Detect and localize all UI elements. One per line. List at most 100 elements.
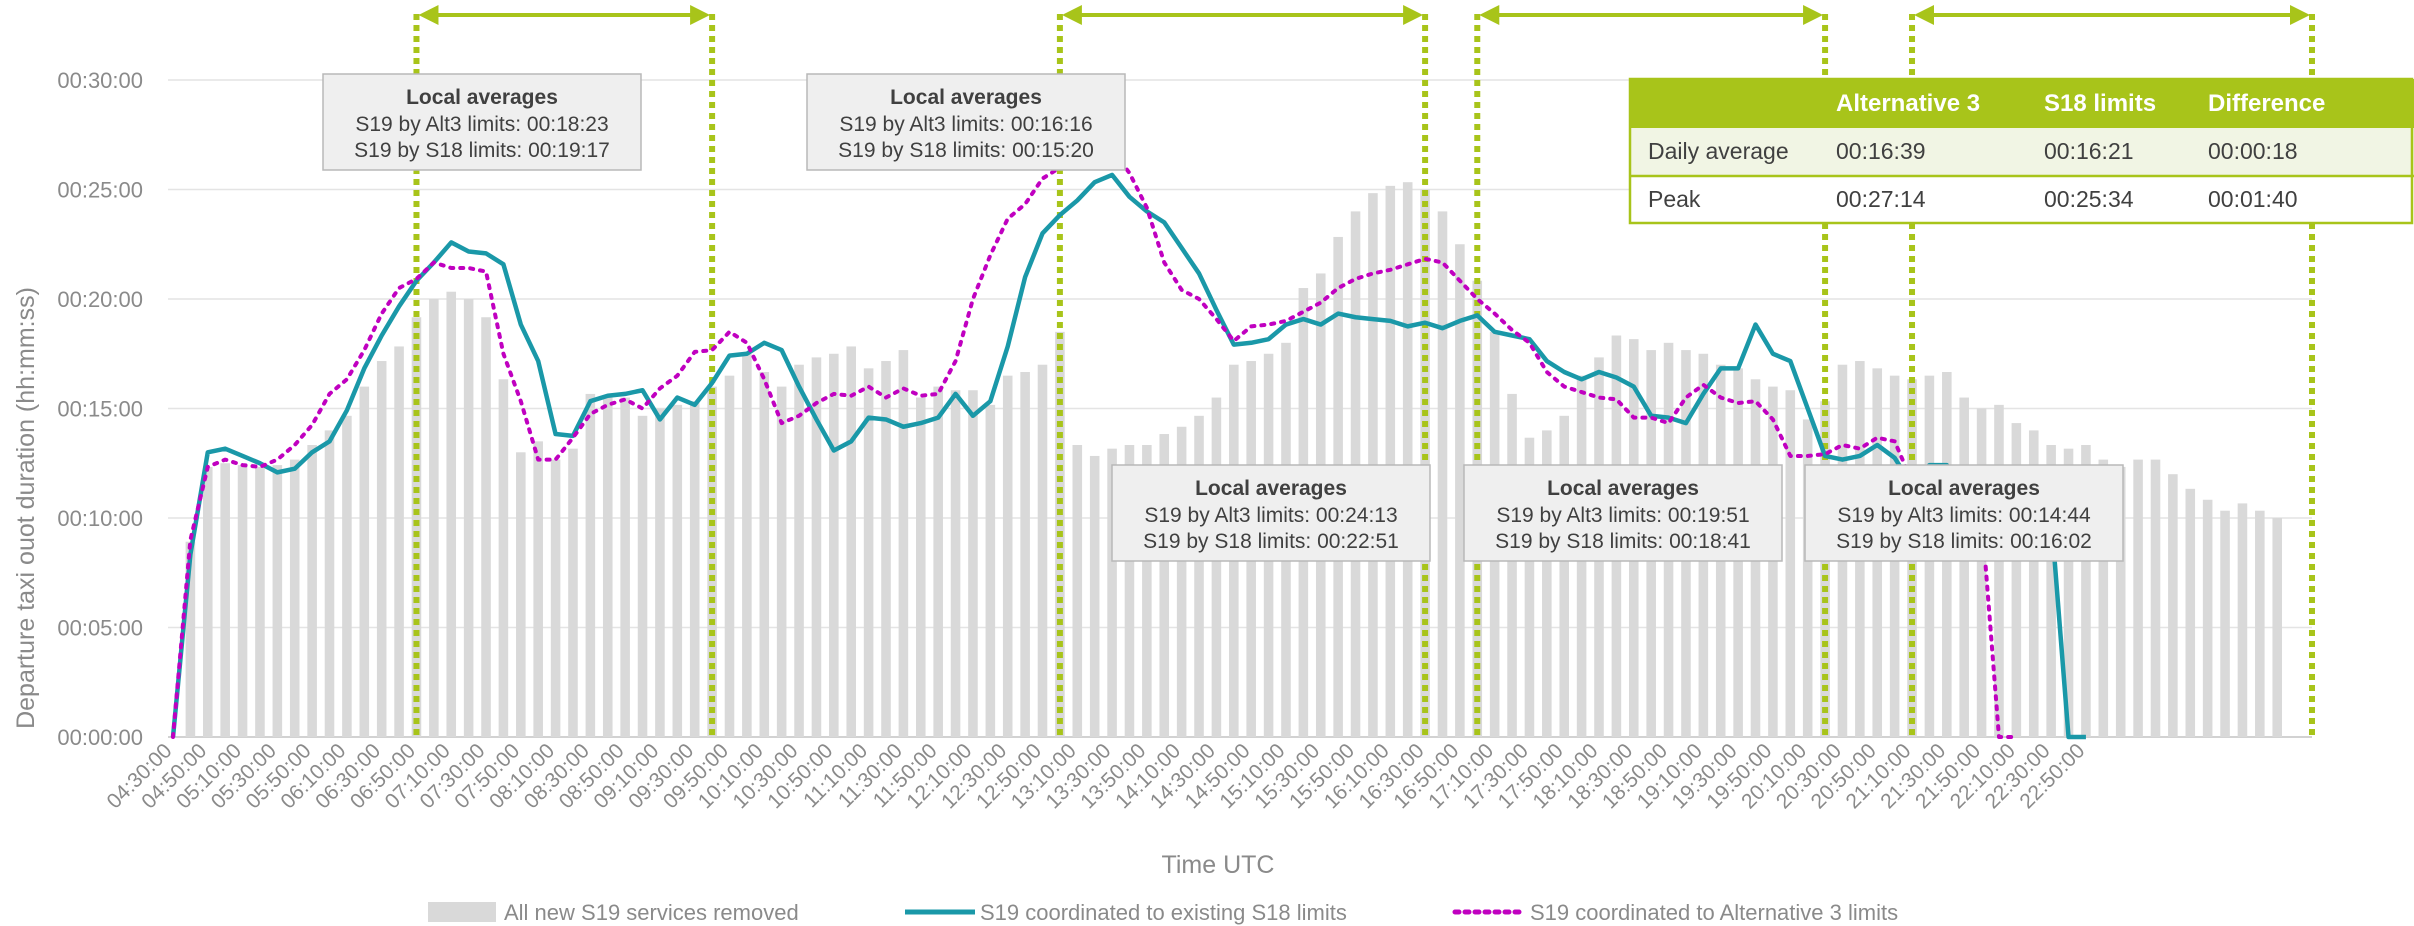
legend-label-bars: All new S19 services removed <box>504 900 799 925</box>
bar <box>985 404 996 737</box>
bar <box>759 372 770 737</box>
bar <box>933 386 943 737</box>
y-tick-label: 00:10:00 <box>57 506 143 531</box>
table-row-bg-2 <box>1630 176 2414 223</box>
local-average-line: S19 by Alt3 limits: 00:16:16 <box>839 113 1092 136</box>
bar <box>2272 518 2283 737</box>
bar <box>672 404 683 737</box>
bar <box>1159 434 1170 737</box>
bar <box>550 459 561 737</box>
legend-swatch-bars <box>428 902 496 922</box>
bar <box>881 361 891 737</box>
line-series <box>170 138 2086 740</box>
bar <box>1976 408 1987 737</box>
bar <box>585 393 596 737</box>
bar <box>2081 445 2091 737</box>
table-cell-1-1: 00:16:39 <box>1836 138 1926 164</box>
table-cell-1-3: 00:00:18 <box>2208 138 2298 164</box>
bar <box>1559 415 1570 737</box>
bar <box>568 448 578 737</box>
bar <box>2150 459 2161 737</box>
local-average-title: Local averages <box>1888 477 2040 500</box>
bar <box>898 350 909 737</box>
bar <box>2028 430 2039 737</box>
bar <box>2046 445 2056 737</box>
bar <box>2185 488 2196 737</box>
bar <box>2255 510 2265 737</box>
bar <box>724 375 735 737</box>
local-average-title: Local averages <box>406 86 558 109</box>
table-header-alt3: Alternative 3 <box>1836 90 1980 117</box>
table-row-label-1: Daily average <box>1648 138 1789 164</box>
bar <box>359 386 370 737</box>
x-axis-ticks: 04:30:0004:50:0005:10:0005:30:0005:50:00… <box>102 739 2089 813</box>
table-header-s18: S18 limits <box>2044 90 2156 117</box>
bar <box>794 364 804 737</box>
local-average-box-2 <box>1111 464 1431 562</box>
bar <box>1089 455 1100 737</box>
bar <box>272 465 283 737</box>
y-axis-title: Departure taxi ouot duration (hh:mm:ss) <box>12 287 40 729</box>
bar <box>846 346 857 737</box>
bar <box>481 317 491 737</box>
bar <box>1107 448 1117 737</box>
local-average-line: S19 by Alt3 limits: 00:14:44 <box>1837 504 2091 527</box>
bar <box>602 397 613 737</box>
y-tick-label: 00:00:00 <box>57 725 143 750</box>
legend: All new S19 services removed S19 coordin… <box>428 900 1898 925</box>
local-average-line: S19 by S18 limits: 00:15:20 <box>838 139 1094 162</box>
bar <box>2133 459 2143 737</box>
bar <box>255 466 265 737</box>
bar <box>1994 404 2004 737</box>
table-cell-2-2: 00:25:34 <box>2044 186 2134 212</box>
y-tick-label: 00:05:00 <box>57 616 143 641</box>
bar <box>220 463 230 737</box>
local-average-line: S19 by S18 limits: 00:18:41 <box>1495 530 1751 553</box>
bar <box>516 452 526 737</box>
table-border <box>1628 77 2414 225</box>
bar <box>446 291 457 737</box>
bar <box>342 415 352 737</box>
bar <box>463 299 474 737</box>
bar <box>968 390 978 737</box>
bar <box>1542 430 1552 737</box>
bar <box>707 386 717 737</box>
bar <box>776 386 787 737</box>
local-average-line: S19 by S18 limits: 00:16:02 <box>1836 530 2092 553</box>
bar <box>1420 189 1430 737</box>
local-average-line: S19 by Alt3 limits: 00:19:51 <box>1496 504 1749 527</box>
bar <box>950 390 961 737</box>
local-average-line: S19 by S18 limits: 00:22:51 <box>1143 530 1399 553</box>
summary-table: Alternative 3 S18 limits Difference Dail… <box>1628 77 2414 225</box>
bar <box>829 353 839 737</box>
bar <box>1768 386 1778 737</box>
x-axis-title: Time UTC <box>1162 851 1275 879</box>
line-series-2 <box>171 138 2019 739</box>
local-average-line: S19 by Alt3 limits: 00:24:13 <box>1144 504 1397 527</box>
bar <box>2202 499 2213 737</box>
local-average-title: Local averages <box>890 86 1042 109</box>
local-average-title: Local averages <box>1195 477 1347 500</box>
bar <box>1959 397 1969 737</box>
bar <box>620 397 630 737</box>
bar <box>1385 185 1396 738</box>
local-average-box-4 <box>1804 464 2124 562</box>
bar <box>2220 510 2230 737</box>
bar <box>1176 426 1187 737</box>
bar <box>2168 474 2178 737</box>
bar <box>1194 415 1204 737</box>
bar <box>1037 364 1048 737</box>
bar <box>376 361 387 737</box>
bar <box>1802 419 1813 737</box>
legend-label-alt3: S19 coordinated to Alternative 3 limits <box>1530 900 1898 925</box>
bar <box>1402 182 1413 737</box>
bar-series <box>185 182 2283 738</box>
bar <box>1072 445 1083 737</box>
bar <box>742 353 752 737</box>
bar <box>689 401 700 737</box>
bar <box>811 357 822 737</box>
local-average-box-3 <box>1463 464 1783 562</box>
table-header-diff: Difference <box>2208 90 2325 117</box>
local-average-box-0 <box>322 73 642 171</box>
